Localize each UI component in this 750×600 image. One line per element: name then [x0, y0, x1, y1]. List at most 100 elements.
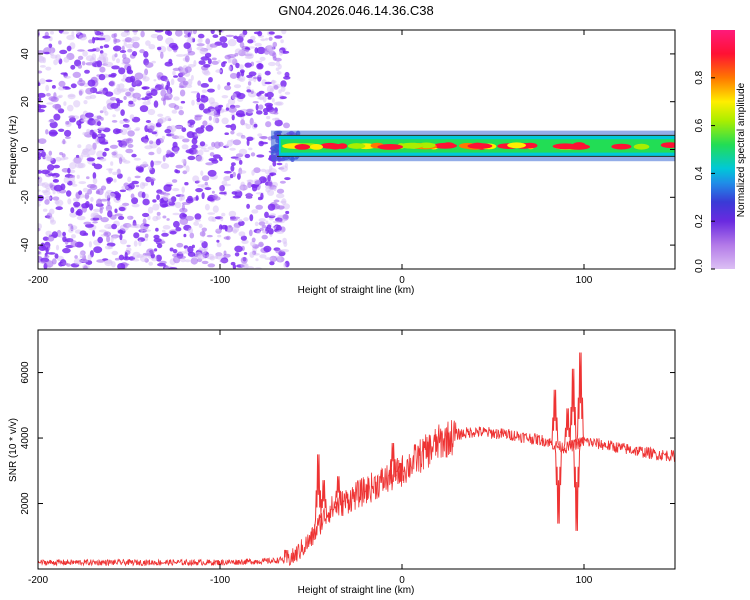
spectrogram-noise-dot — [107, 246, 113, 250]
spectrogram-noise-dot — [185, 198, 194, 204]
spectrogram-noise-dot — [172, 212, 180, 216]
spectrogram-noise-dot — [131, 203, 140, 208]
spectrogram-noise-dot — [213, 116, 217, 124]
spectrogram-noise-dot — [82, 50, 88, 57]
spectrogram-noise-dot — [207, 169, 217, 177]
spectrogram-noise-dot — [114, 213, 123, 217]
spectrogram-noise-dot — [260, 38, 266, 42]
spectrogram-noise-dot — [48, 150, 53, 156]
spectrogram-noise-dot — [120, 31, 128, 37]
spectrogram-noise-dot — [215, 228, 222, 232]
spectrogram-noise-dot — [45, 129, 49, 135]
spectrogram-noise-dot — [129, 75, 136, 83]
spectrogram-noise-dot — [94, 47, 100, 52]
y-tick-label: 4000 — [20, 426, 31, 449]
spectrogram-noise-dot — [277, 239, 282, 243]
spectrogram-noise-dot — [204, 52, 212, 58]
spectrogram-noise-dot — [206, 112, 214, 116]
spectrogram-noise-dot — [127, 143, 134, 148]
spectrogram-noise-dot — [244, 62, 252, 68]
spectrogram-noise-dot — [104, 147, 110, 152]
spectrogram-noise-dot — [238, 231, 246, 237]
spectrogram-noise-dot — [117, 173, 123, 179]
spectrogram-noise-dot — [78, 181, 87, 185]
spectrogram-noise-dot — [66, 263, 71, 267]
spectrogram-noise-dot — [170, 78, 175, 86]
spectrogram-noise-dot — [77, 79, 86, 86]
spectrogram-noise-dot — [107, 210, 113, 218]
spectrogram-noise-dot — [78, 90, 83, 96]
spectrogram-noise-dot — [68, 225, 78, 231]
spectrogram-noise-dot — [175, 135, 185, 140]
spectrogram-noise-dot — [38, 50, 45, 55]
snr-spike — [388, 442, 397, 476]
snr-line — [38, 420, 675, 567]
spectrogram-noise-dot — [232, 229, 238, 234]
spectrogram-noise-dot — [166, 218, 170, 221]
spectrogram-noise-dot — [200, 94, 206, 98]
spectrogram-noise-dot — [175, 164, 184, 169]
spectrogram-noise-dot — [43, 51, 51, 55]
spectrogram-noise-dot — [42, 208, 48, 212]
spectrogram-noise-dot — [46, 92, 51, 97]
spectrogram-noise-dot — [118, 83, 125, 90]
spectrogram-noise-dot — [44, 196, 52, 200]
spectrogram-noise-dot — [117, 140, 123, 143]
spectrogram-noise-dot — [76, 174, 80, 179]
spectrogram-noise-dot — [272, 52, 277, 59]
spectrogram-y-ticks: -40 -20 0 20 40 — [20, 48, 675, 252]
spectrogram-noise-dot — [264, 185, 271, 189]
spectrogram-noise-dot — [100, 217, 109, 223]
spectrogram-noise-dot — [73, 100, 81, 108]
y-tick-label: -20 — [20, 190, 31, 205]
spectrogram-noise-dot — [115, 194, 121, 201]
spectrogram-noise-dot — [234, 53, 239, 57]
spectrogram-noise-dot — [208, 77, 213, 83]
signal-band-core — [399, 142, 424, 149]
spectrogram-noise-dot — [127, 183, 135, 190]
spectrogram-noise-dot — [82, 132, 88, 136]
spectrogram-noise-dot — [182, 214, 188, 217]
spectrogram-noise-dot — [92, 213, 100, 219]
spectrogram-noise-dot — [230, 123, 237, 131]
spectrogram-noise-dot — [147, 206, 154, 214]
spectrogram-noise-dot — [83, 221, 92, 225]
spectrogram-noise-dot — [198, 103, 205, 111]
spectrogram-noise-dot — [131, 51, 138, 57]
spectrogram-noise-dot — [66, 190, 72, 197]
spectrogram-noise-dot — [200, 125, 205, 129]
spectrogram-noise-dot — [221, 117, 229, 125]
spectrogram-noise-dot — [76, 30, 81, 36]
spectrogram-noise-dot — [257, 133, 263, 137]
spectrogram-noise-dot — [221, 212, 226, 217]
snr-x-axis-label: Height of straight line (km) — [298, 585, 415, 596]
spectrogram-noise-dot — [171, 132, 175, 137]
colorbar: 0.0 0.2 0.4 0.6 0.8 Normalized spectral ampl… — [694, 30, 747, 273]
spectrogram-noise-dot — [195, 155, 204, 162]
spectrogram-noise-dot — [114, 53, 118, 58]
spectrogram-noise-dot — [225, 107, 229, 111]
spectrogram-noise-dot — [38, 70, 43, 74]
spectrogram-noise-dot — [140, 225, 144, 233]
spectrogram-noise-dot — [88, 241, 92, 248]
spectrogram-noise-dot — [96, 121, 102, 127]
colorbar-label: Normalized spectral amplitude — [736, 82, 747, 217]
spectrogram-noise-dot — [78, 190, 83, 195]
spectrogram-noise-dot — [265, 121, 272, 128]
spectrogram-noise-dot — [258, 90, 265, 94]
spectrogram-noise-dot — [124, 37, 133, 43]
spectrogram-noise-dot — [162, 98, 166, 106]
spectrogram-noise-dot — [211, 190, 215, 194]
spectrogram-noise-dot — [240, 256, 248, 264]
spectrogram-noise-dot — [275, 67, 280, 71]
spectrogram-noise-dot — [197, 80, 202, 86]
spectrogram-noise-dot — [128, 87, 135, 92]
spectrogram-noise-dot — [234, 157, 242, 161]
spectrogram-noise-dot — [54, 200, 60, 205]
spectrogram-noise-dot — [103, 231, 112, 237]
spectrogram-noise-dot — [113, 37, 117, 44]
spectrogram-noise-dot — [85, 87, 94, 95]
spectrogram-noise-dot — [253, 123, 258, 128]
spectrogram-noise-dot — [139, 49, 145, 54]
spectrogram-noise-dot — [88, 39, 94, 44]
